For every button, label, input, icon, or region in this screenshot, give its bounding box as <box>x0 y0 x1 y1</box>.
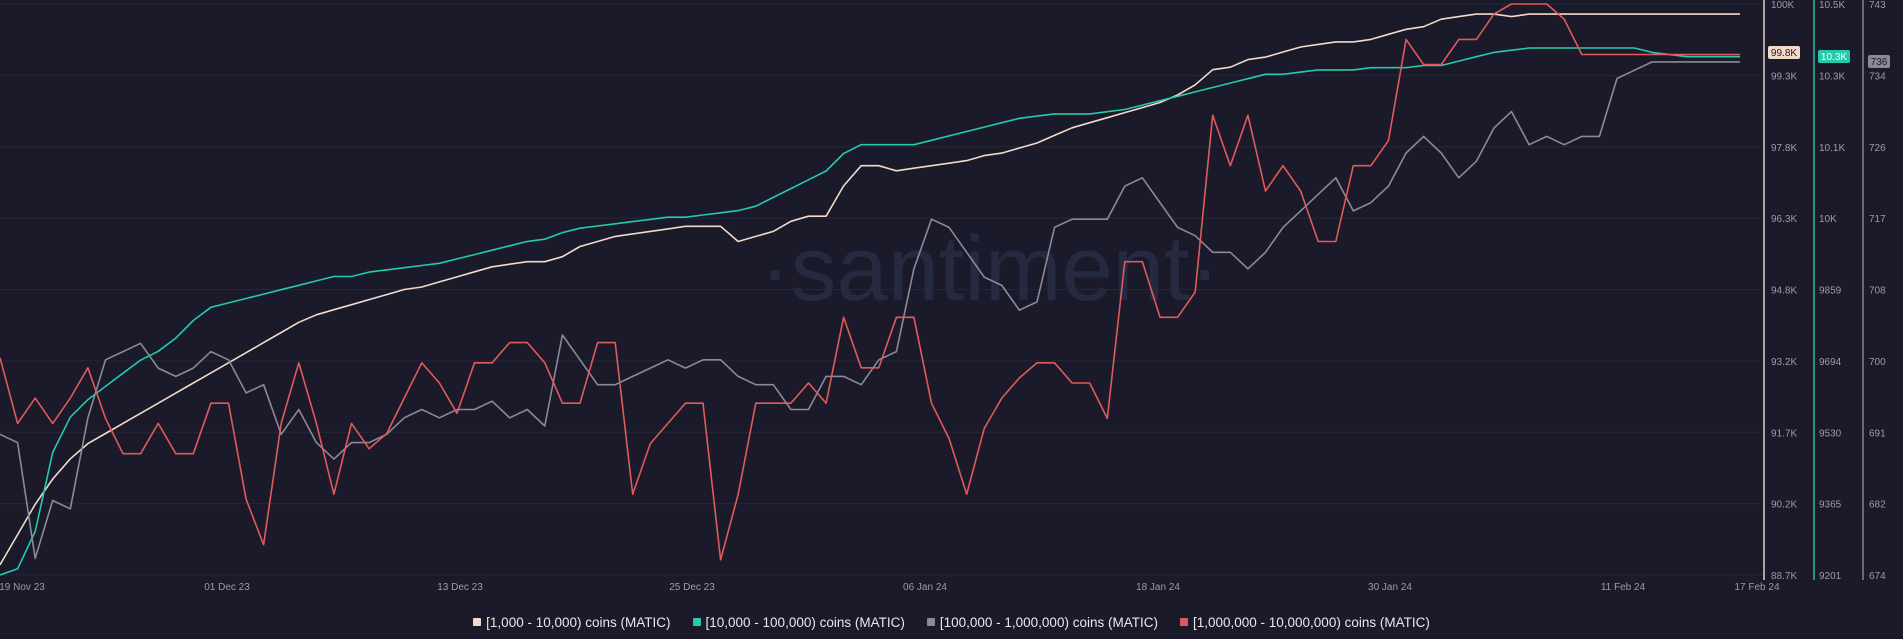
y-tick-label: 9859 <box>1819 286 1842 297</box>
y-tick-label: 10K <box>1819 214 1837 225</box>
y-tick-label: 90.2K <box>1771 500 1797 511</box>
y-tick-label: 674 <box>1869 571 1886 582</box>
last-value-badge <box>1868 55 1890 68</box>
y-tick-label: 691 <box>1869 428 1886 439</box>
legend-label: [1,000,000 - 10,000,000) coins (MATIC) <box>1192 614 1430 630</box>
last-value-badge <box>1768 46 1800 59</box>
last-value-badge <box>1818 50 1850 63</box>
y-tick-label: 700 <box>1869 357 1886 368</box>
legend: [1,000 - 10,000) coins (MATIC) [10,000 - … <box>0 612 1903 632</box>
y-tick-label: 100K <box>1771 0 1795 11</box>
y-axes: 100K 99.3K 97.8K 96.3K 94.8K 93.2K 91.7K 90.2K 8… <box>1763 0 1890 582</box>
y-tick-label: 708 <box>1869 286 1886 297</box>
x-axis-ticks: 19 Nov 23 01 Dec 23 13 Dec 23 25 Dec 23 06 J… <box>0 582 1780 593</box>
last-value-text: 10.3K <box>1821 52 1847 63</box>
legend-item-4[interactable]: [1,000,000 - 10,000,000) coins (MATIC) <box>1179 614 1430 630</box>
last-value-text: 736 <box>1871 57 1888 68</box>
y-tick-label: 94.8K <box>1771 286 1797 297</box>
legend-item-2[interactable]: [10,000 - 100,000) coins (MATIC) <box>692 614 905 630</box>
y-tick-label: 9530 <box>1819 428 1842 439</box>
x-tick-label: 25 Dec 23 <box>669 582 715 593</box>
series-line-3 <box>0 61 1740 560</box>
y-tick-label: 97.8K <box>1771 143 1797 154</box>
legend-swatch <box>692 618 701 626</box>
legend-item-1[interactable]: [1,000 - 10,000) coins (MATIC) <box>473 614 671 630</box>
y-tick-label: 10.1K <box>1819 143 1845 154</box>
y-tick-label: 10.5K <box>1819 0 1845 11</box>
y-tick-label: 93.2K <box>1771 357 1797 368</box>
x-tick-label: 06 Jan 24 <box>903 582 947 593</box>
y-tick-label: 717 <box>1869 214 1886 225</box>
grid-lines <box>0 3 1765 576</box>
x-tick-label: 01 Dec 23 <box>204 582 250 593</box>
y-tick-label: 88.7K <box>1771 571 1797 582</box>
series-line-2 <box>0 47 1740 576</box>
legend-swatch <box>473 618 482 626</box>
y-tick-label: 734 <box>1869 71 1886 82</box>
y-tick-label: 726 <box>1869 143 1886 154</box>
y-tick-label: 9201 <box>1819 571 1842 582</box>
x-tick-label: 18 Jan 24 <box>1136 582 1180 593</box>
y-tick-label: 682 <box>1869 500 1886 511</box>
chart-canvas: ·santiment· 100K 99.3K 97.8K 96.3K 94.8K 93.2… <box>0 0 1890 593</box>
y-tick-label: 9694 <box>1819 357 1842 368</box>
x-tick-label: 11 Feb 24 <box>1601 582 1646 593</box>
watermark-text: ·santiment· <box>760 218 1220 320</box>
y-tick-label: 9365 <box>1819 500 1842 511</box>
x-tick-label: 13 Dec 23 <box>437 582 483 593</box>
x-tick-label: 19 Nov 23 <box>0 582 45 593</box>
legend-label: [100,000 - 1,000,000) coins (MATIC) <box>939 614 1158 630</box>
y-tick-label: 99.3K <box>1771 71 1797 82</box>
legend-swatch <box>926 618 935 626</box>
legend-item-3[interactable]: [100,000 - 1,000,000) coins (MATIC) <box>926 614 1158 630</box>
x-tick-label: 30 Jan 24 <box>1368 582 1412 593</box>
series-line-1 <box>0 13 1740 566</box>
legend-label: [10,000 - 100,000) coins (MATIC) <box>705 614 905 630</box>
legend-label: [1,000 - 10,000) coins (MATIC) <box>486 614 671 630</box>
y-tick-label: 96.3K <box>1771 214 1797 225</box>
last-value-text: 99.8K <box>1771 48 1797 59</box>
legend-swatch <box>1179 618 1188 626</box>
series-lines <box>0 3 1740 576</box>
y-tick-label: 91.7K <box>1771 428 1797 439</box>
y-tick-label: 743 <box>1869 0 1886 11</box>
y-tick-label: 10.3K <box>1819 71 1845 82</box>
series-line-4 <box>0 3 1740 561</box>
x-tick-label: 17 Feb 24 <box>1734 582 1779 593</box>
